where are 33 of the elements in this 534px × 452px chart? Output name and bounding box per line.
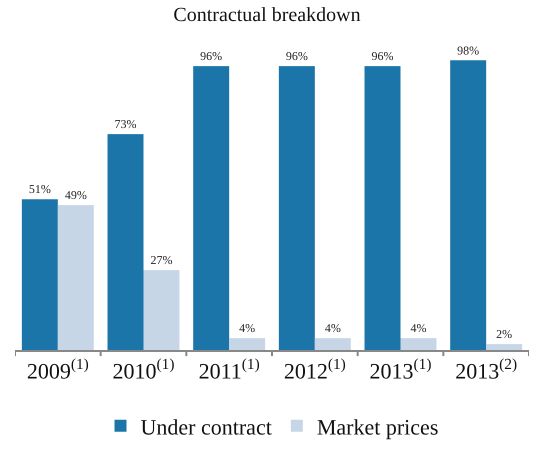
bar <box>229 338 266 350</box>
data-label: 96% <box>286 49 308 64</box>
x-tick-label: 2010$^{(1)}$ <box>112 356 174 384</box>
data-label: 49% <box>64 188 87 202</box>
bar <box>486 344 522 350</box>
bar <box>314 338 351 350</box>
data-label: 98% <box>457 43 480 58</box>
bar <box>364 66 400 350</box>
data-label: 4% <box>410 321 426 336</box>
bar <box>400 338 436 350</box>
data-label: 96% <box>200 49 222 64</box>
data-label: 4% <box>324 321 341 336</box>
data-label: 27% <box>150 253 172 268</box>
legend-label: Market prices <box>316 414 438 440</box>
x-tick-label: 2012$^{(1)}$ <box>284 356 346 384</box>
data-label: 96% <box>372 49 394 64</box>
bar <box>144 270 180 350</box>
bar <box>58 205 94 350</box>
data-label: 73% <box>114 117 137 132</box>
x-tick-label: 2011$^{(1)}$ <box>198 356 260 384</box>
data-label: 2% <box>496 327 512 342</box>
bar <box>108 134 144 350</box>
chart-title: Contractual breakdown <box>173 4 361 26</box>
legend-label: Under contract <box>140 414 272 440</box>
x-tick-label: 2009$^{(1)}$ <box>26 356 89 384</box>
bar <box>450 60 486 350</box>
data-label: 51% <box>28 182 51 196</box>
data-label: 4% <box>239 321 256 336</box>
x-tick-label: 2013$^{(1)}$ <box>370 356 432 384</box>
bar <box>278 66 315 350</box>
bar <box>22 199 58 350</box>
bar <box>193 66 230 350</box>
x-tick-label: 2013$^{(2)}$ <box>455 356 518 384</box>
